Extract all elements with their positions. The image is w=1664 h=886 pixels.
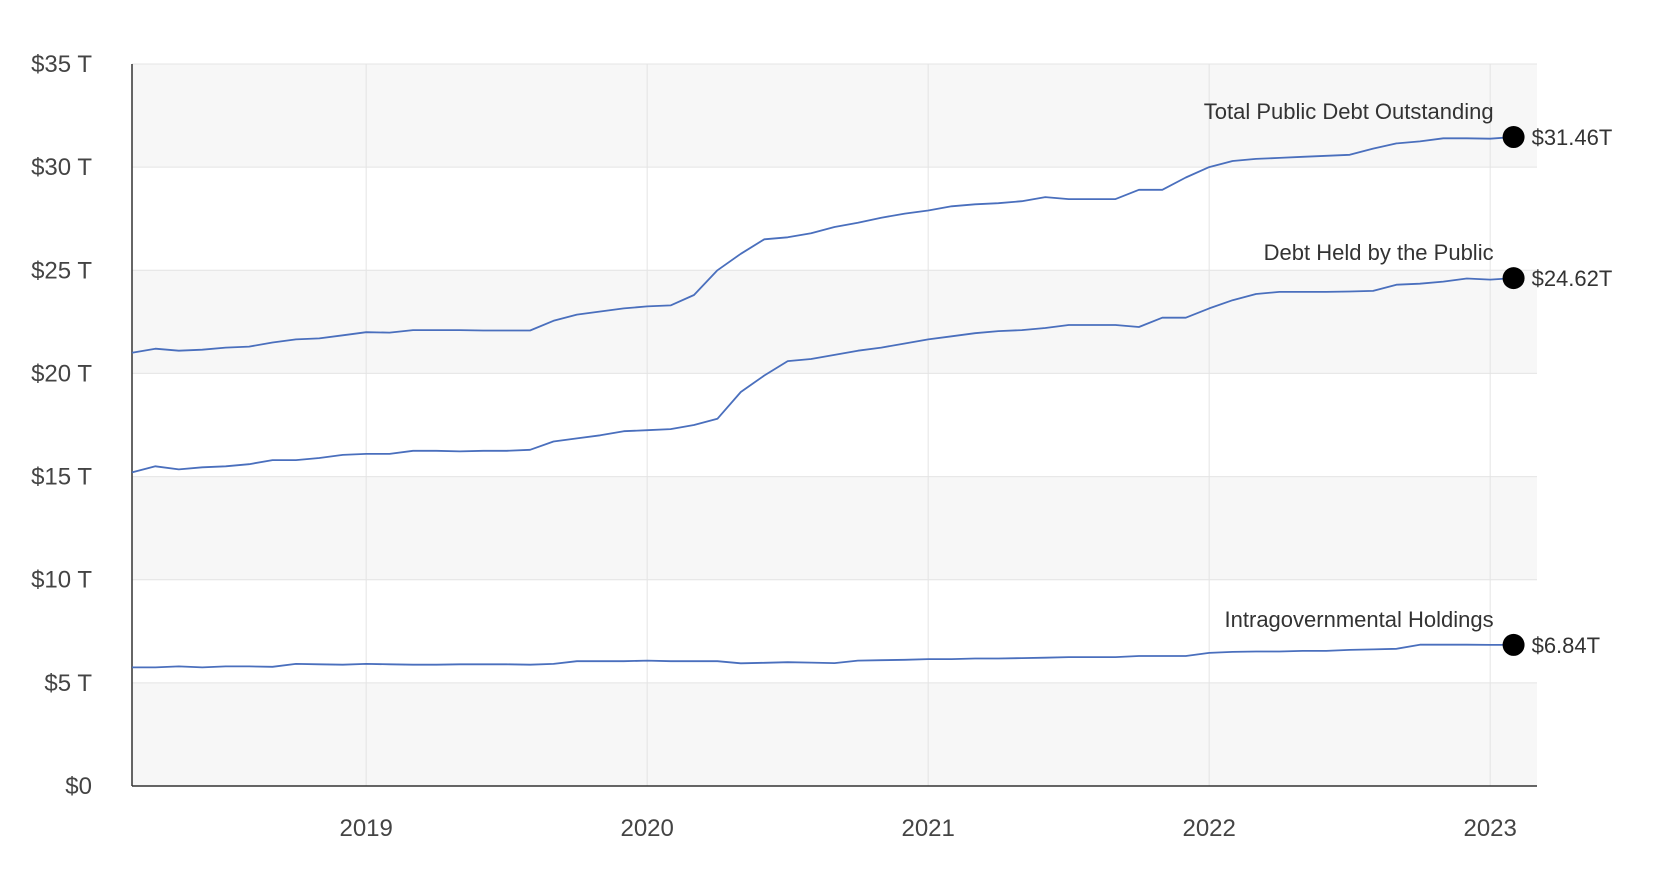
x-axis-ticks: 2019 2020 2021 2022 2023 (339, 815, 1516, 842)
grid-lines (132, 63, 1537, 786)
series-line (131, 136, 1514, 354)
background-band (132, 476, 1537, 580)
end-value-label: $31.46T (1532, 125, 1613, 150)
y-tick-label: $25 T (31, 257, 92, 284)
series-labels: Total Public Debt Outstanding $31.46T Debt… (1204, 99, 1613, 658)
end-value-label: $6.84T (1532, 633, 1601, 658)
end-marker (1502, 267, 1525, 290)
x-tick-label: 2023 (1463, 815, 1516, 842)
background-band (132, 682, 1537, 786)
y-axis-ticks: $0 $5 T $10 T $15 T $20 T $25 T $30 T $35 T (31, 51, 92, 800)
y-tick-label: $35 T (31, 51, 92, 78)
series-lines (131, 126, 1525, 669)
x-tick-label: 2021 (901, 815, 954, 842)
end-value-label: $24.62T (1532, 266, 1613, 291)
series-name-label: Intragovernmental Holdings (1225, 607, 1494, 632)
y-tick-label: $30 T (31, 154, 92, 181)
x-tick-label: 2020 (620, 815, 673, 842)
end-marker (1502, 126, 1525, 149)
series-line (131, 277, 1514, 474)
y-tick-label: $10 T (31, 567, 92, 594)
axes (131, 64, 1537, 787)
x-tick-label: 2019 (339, 815, 392, 842)
x-tick-label: 2022 (1182, 815, 1235, 842)
background-bands (132, 64, 1537, 786)
series-line (132, 643, 1514, 669)
background-band (132, 270, 1537, 374)
y-tick-label: $5 T (44, 670, 92, 697)
y-tick-label: $15 T (31, 464, 92, 491)
series-name-label: Debt Held by the Public (1264, 240, 1494, 265)
end-marker (1502, 633, 1525, 656)
y-tick-label: $0 (65, 773, 92, 800)
y-tick-label: $20 T (31, 360, 92, 387)
series-name-label: Total Public Debt Outstanding (1204, 99, 1494, 124)
